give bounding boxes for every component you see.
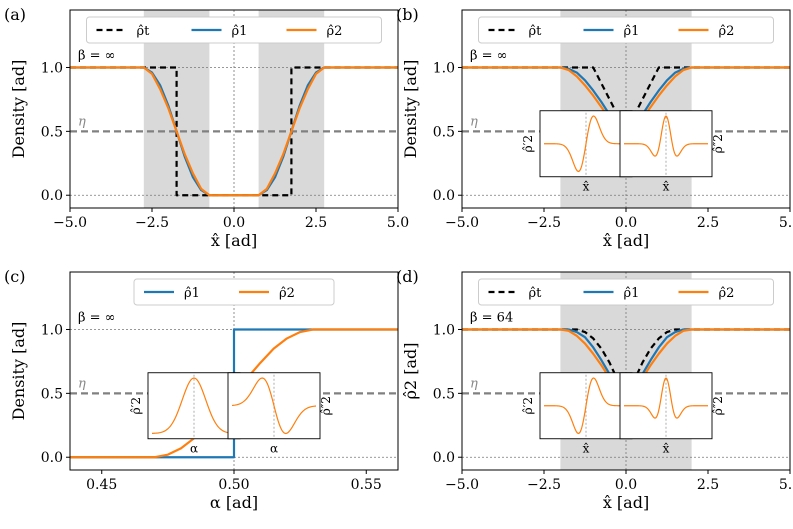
inset-x-label: x̂ xyxy=(663,180,670,194)
inset-y-label: ρ̂″2 xyxy=(319,396,333,415)
y-tick-label: 0.5 xyxy=(41,386,63,402)
legend-label: ρ̂2 xyxy=(719,286,735,301)
x-tick-label: 2.5 xyxy=(697,477,719,493)
y-tick-label: 1.0 xyxy=(41,60,63,76)
inset-1: x̂ ρ̂″2 xyxy=(619,372,725,456)
inset-curve xyxy=(231,377,317,435)
x-tick-label: 0.0 xyxy=(615,215,637,231)
legend-box xyxy=(133,278,335,306)
x-tick-label: −2.5 xyxy=(527,477,561,493)
legend-box xyxy=(478,16,774,44)
x-axis-label: x̂ [ad] xyxy=(603,231,649,250)
panel-d: −5.0 −2.5 0.0 2.5 5.0 0.0 0.5 1.0 x̂ [ad] ρ̂2 [ad… xyxy=(396,267,793,512)
x-axis-label: α [ad] xyxy=(210,493,258,512)
legend-label: ρ̂1 xyxy=(624,24,640,39)
x-tick-label: 0.0 xyxy=(615,477,637,493)
legend-box xyxy=(86,16,382,44)
y-tick-label: 0.5 xyxy=(41,124,63,140)
inset-x-label: α xyxy=(190,442,198,456)
panel-a: −5.0 −2.5 0.0 2.5 5.0 0.0 0.5 1.0 x̂ [ad] Density… xyxy=(4,5,409,250)
panel-label: (a) xyxy=(4,5,26,24)
panel-label: (d) xyxy=(396,267,419,286)
eta-label: η xyxy=(78,376,86,391)
x-tick-label: 0.0 xyxy=(223,215,245,231)
legend-label: ρ̂t xyxy=(529,286,543,301)
y-tick-label: 1.0 xyxy=(41,322,63,338)
x-tick-label: 0.45 xyxy=(86,477,117,493)
x-tick-label: −2.5 xyxy=(527,215,561,231)
y-tick-label: 0.5 xyxy=(433,124,455,140)
x-tick-label: 0.55 xyxy=(351,477,382,493)
y-tick-label: 1.0 xyxy=(433,322,455,338)
legend-label: ρ̂1 xyxy=(624,286,640,301)
inset-x-label: x̂ xyxy=(663,442,670,456)
x-tick-label: −5.0 xyxy=(445,477,479,493)
x-tick-label: 5.0 xyxy=(387,215,409,231)
eta-label: η xyxy=(470,114,478,129)
inset-frame xyxy=(147,372,241,440)
y-tick-label: 1.0 xyxy=(433,60,455,76)
inset-curve xyxy=(624,377,708,419)
inset-y-label: ρ̂′2 xyxy=(521,397,535,414)
panel-b: −5.0 −2.5 0.0 2.5 5.0 0.0 0.5 1.0 x̂ [ad] Density… xyxy=(396,5,793,250)
inset-x-label: x̂ xyxy=(583,442,590,456)
inset-y-label: ρ̂″2 xyxy=(711,396,725,415)
x-tick-label: 5.0 xyxy=(779,215,793,231)
x-tick-label: 2.5 xyxy=(697,215,719,231)
beta-annotation: β = ∞ xyxy=(78,48,116,63)
x-tick-label: −5.0 xyxy=(445,215,479,231)
legend-label: ρ̂1 xyxy=(184,286,200,301)
inset-0: α ρ̂′2 xyxy=(129,372,241,456)
legend-label: ρ̂1 xyxy=(232,24,248,39)
beta-annotation: β = 64 xyxy=(470,310,513,325)
legend-box xyxy=(478,278,774,306)
inset-curve xyxy=(544,115,628,173)
y-tick-label: 0.0 xyxy=(433,188,455,204)
legend-label: ρ̂2 xyxy=(327,24,343,39)
beta-annotation: β = ∞ xyxy=(470,48,508,63)
inset-0: x̂ ρ̂′2 xyxy=(521,110,633,194)
eta-label: η xyxy=(470,376,478,391)
legend-label: ρ̂2 xyxy=(279,286,295,301)
x-axis-label: x̂ [ad] xyxy=(603,493,649,512)
y-tick-label: 0.0 xyxy=(433,450,455,466)
series-line-2 xyxy=(70,66,398,197)
panel-label: (b) xyxy=(396,5,419,24)
inset-x-label: α xyxy=(270,442,278,456)
legend-label: ρ̂t xyxy=(137,24,151,39)
y-tick-label: 0.5 xyxy=(433,386,455,402)
inset-curve xyxy=(151,377,237,434)
x-tick-label: −2.5 xyxy=(135,215,169,231)
y-axis-label: Density [ad] xyxy=(401,60,420,159)
inset-curve xyxy=(624,115,708,157)
x-tick-label: 0.50 xyxy=(218,477,249,493)
eta-label: η xyxy=(78,114,86,129)
x-tick-label: −5.0 xyxy=(53,215,87,231)
inset-1: α ρ̂″2 xyxy=(227,372,333,456)
x-axis-label: x̂ [ad] xyxy=(211,231,257,250)
panel-label: (c) xyxy=(4,267,25,286)
inset-y-label: ρ̂′2 xyxy=(129,397,143,414)
y-axis-label: Density [ad] xyxy=(9,322,28,421)
y-tick-label: 0.0 xyxy=(41,188,63,204)
beta-annotation: β = ∞ xyxy=(78,310,116,325)
inset-y-label: ρ̂″2 xyxy=(711,134,725,153)
legend-label: ρ̂2 xyxy=(719,24,735,39)
x-tick-label: 2.5 xyxy=(305,215,327,231)
y-axis-label: Density [ad] xyxy=(9,60,28,159)
inset-y-label: ρ̂′2 xyxy=(521,135,535,152)
x-tick-label: 5.0 xyxy=(779,477,793,493)
inset-1: x̂ ρ̂″2 xyxy=(619,110,725,194)
y-axis-label: ρ̂2 [ad] xyxy=(401,343,420,400)
y-tick-label: 0.0 xyxy=(41,450,63,466)
panel-c: 0.45 0.50 0.55 0.0 0.5 1.0 α [ad] Density [ad] (… xyxy=(4,267,399,512)
legend-label: ρ̂t xyxy=(529,24,543,39)
inset-x-label: x̂ xyxy=(583,180,590,194)
inset-curve xyxy=(544,377,628,435)
